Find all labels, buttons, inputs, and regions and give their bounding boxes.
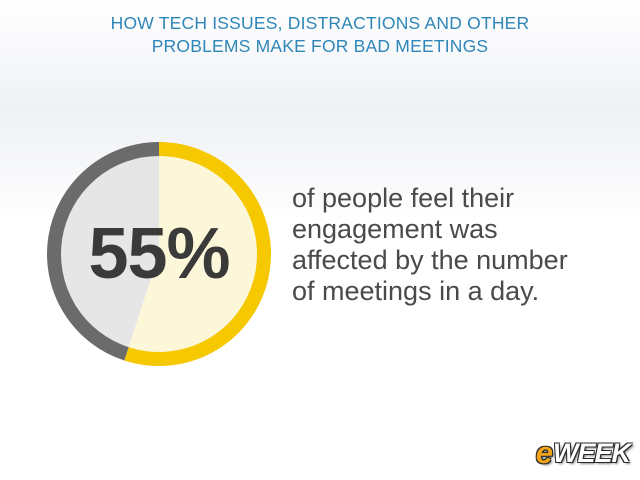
donut-fill-highlight: [126, 149, 264, 359]
percentage-donut: [40, 135, 278, 373]
stat-value: 55%: [88, 214, 230, 294]
donut-fill-remainder: [53, 149, 159, 354]
page-title: HOW TECH ISSUES, DISTRACTIONS AND OTHER …: [0, 12, 640, 58]
description-line-3: affected by the number: [292, 245, 568, 275]
description-line-1: of people feel their: [292, 183, 515, 213]
logo-e-letter: e: [535, 435, 553, 470]
stat-description: of people feel their engagement was affe…: [292, 183, 632, 307]
title-line-1: HOW TECH ISSUES, DISTRACTIONS AND OTHER: [110, 13, 530, 33]
donut-ring-highlight: [124, 142, 271, 366]
donut-svg: [47, 142, 271, 366]
donut-ring-remainder: [47, 142, 160, 361]
description-line-2: engagement was: [292, 214, 498, 244]
eweek-logo: e WEEK: [535, 435, 631, 470]
logo-wordmark: WEEK: [553, 437, 631, 468]
description-line-4: of meetings in a day.: [292, 276, 540, 306]
title-line-2: PROBLEMS MAKE FOR BAD MEETINGS: [151, 36, 489, 56]
